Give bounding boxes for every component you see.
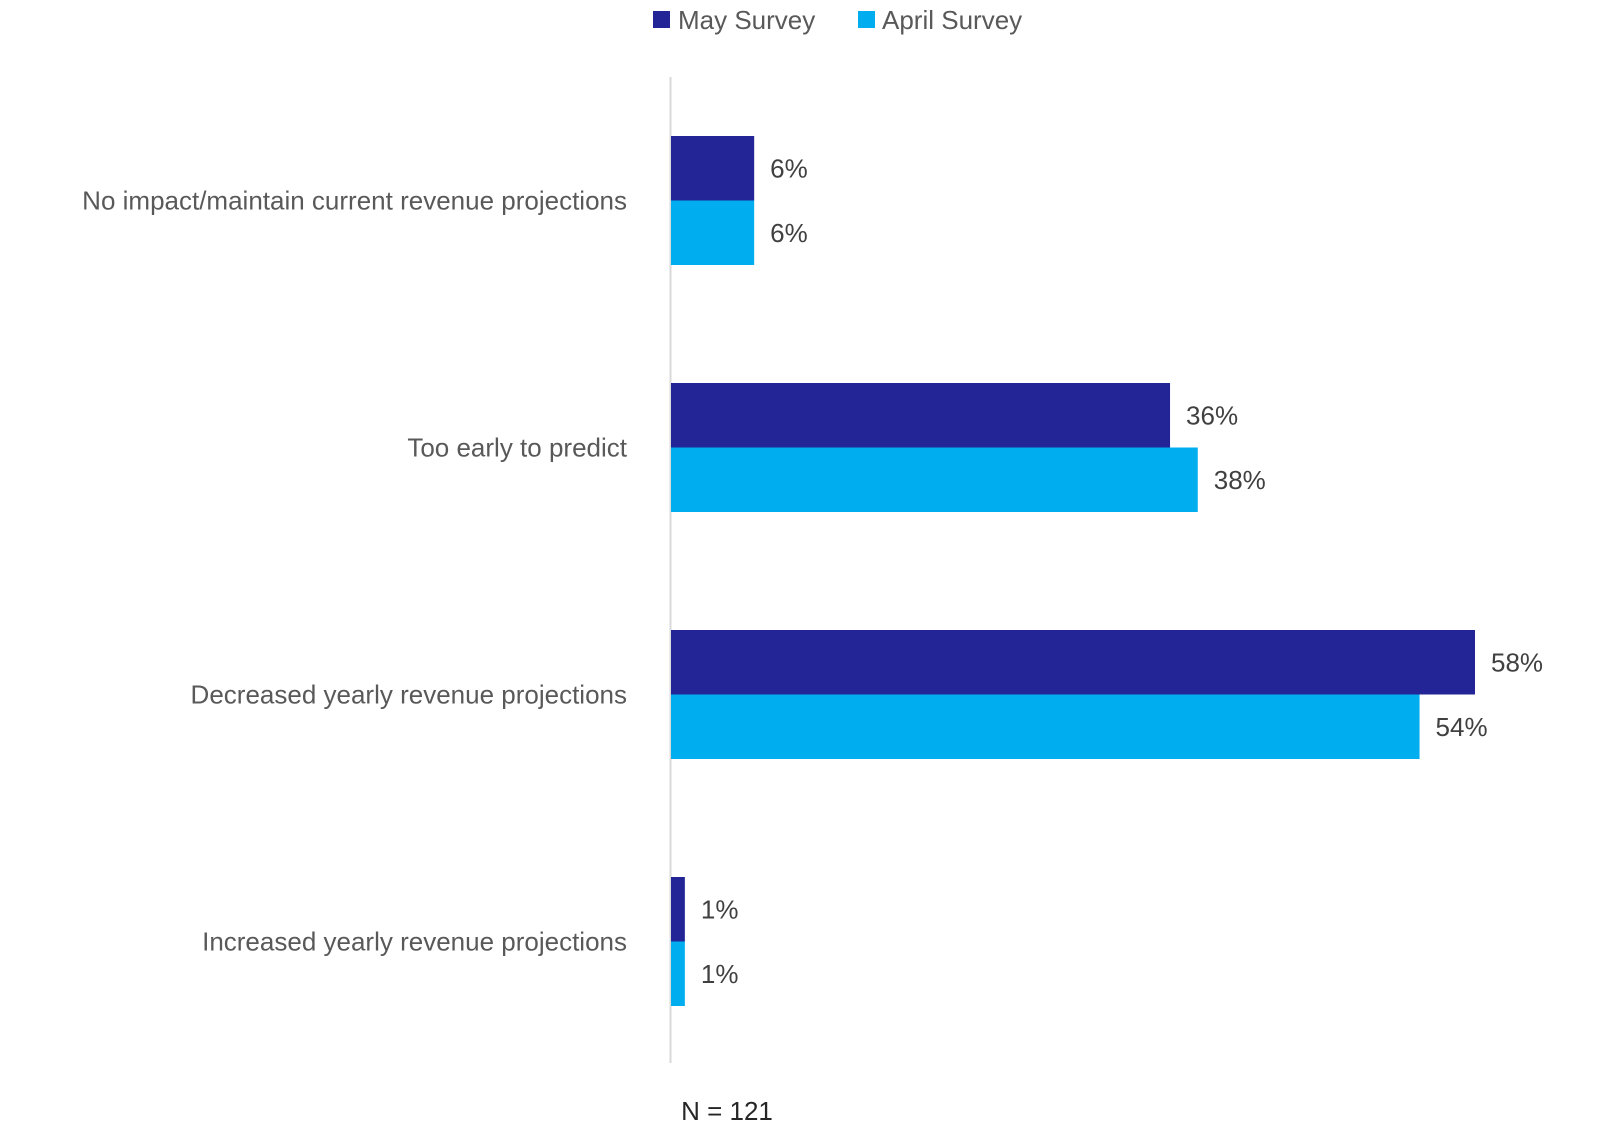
value-label-0-1: 36% [1186,400,1238,430]
chart-legend: May Survey April Survey [653,5,1022,35]
category-label-0: No impact/maintain current revenue proje… [82,186,627,216]
bar-0-3 [671,877,685,942]
bar-0-1 [671,383,1171,448]
category-label-1: Too early to predict [407,433,627,463]
value-labels-group: 6% 36% 58% 1% 6% 38% 54% 1% [701,153,1543,989]
value-label-0-3: 1% [701,894,739,924]
category-label-2: Decreased yearly revenue projections [191,680,627,710]
value-label-1-1: 38% [1214,465,1266,495]
bar-0-0 [671,136,755,201]
bars-group [671,136,1475,1006]
bar-0-2 [671,630,1475,695]
category-labels: No impact/maintain current revenue proje… [82,186,628,957]
bar-1-3 [671,941,685,1006]
value-label-1-0: 6% [770,218,808,248]
legend-swatch-1 [858,11,875,28]
value-label-0-2: 58% [1491,647,1543,677]
value-label-1-2: 54% [1436,712,1488,742]
legend-label-1: April Survey [882,5,1022,35]
bar-1-1 [671,447,1198,512]
bar-1-2 [671,694,1420,759]
sample-size-note: N = 121 [681,1096,773,1126]
value-label-1-3: 1% [701,959,739,989]
legend-label-0: May Survey [678,5,815,35]
legend-swatch-0 [653,11,670,28]
bar-1-0 [671,200,755,265]
value-label-0-0: 6% [770,153,808,183]
category-label-3: Increased yearly revenue projections [202,927,627,957]
